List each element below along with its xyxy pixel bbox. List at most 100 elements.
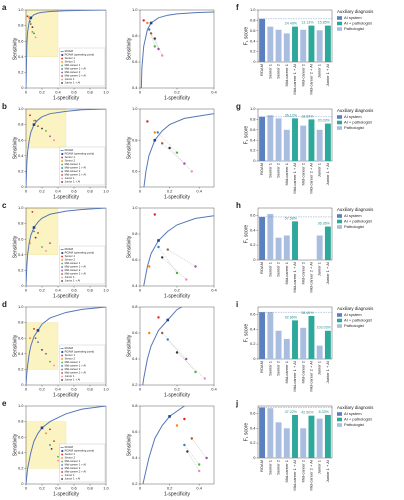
y-tick-label: 0.6 — [132, 429, 138, 434]
plot-content — [26, 208, 106, 286]
legend-swatch — [61, 156, 63, 159]
legend-swatch — [61, 361, 63, 364]
y-tick-label: 0.6 — [250, 410, 256, 415]
reader-point — [175, 151, 179, 154]
x-tick-label: 0 — [25, 90, 28, 95]
legend-label: Mid-career 2 + AI — [65, 371, 87, 375]
y-tick-label: 0.8 — [18, 419, 24, 424]
x-tick-label: 0 — [139, 288, 142, 293]
reader-point — [146, 120, 149, 123]
y-axis-label: F₁ score — [243, 27, 249, 46]
reader-point — [37, 232, 39, 234]
roc-curve — [142, 406, 186, 484]
reader-point — [168, 146, 171, 150]
x-tick-label: Junior 1 + AI — [325, 262, 330, 284]
legend-label: Junior 1 + AI — [65, 477, 81, 481]
panel-letter: a — [2, 3, 7, 12]
bar — [308, 25, 315, 63]
operating-point — [149, 21, 153, 25]
legend-swatch — [337, 324, 342, 328]
y-tick-label: 1.0 — [132, 106, 138, 111]
x-tick-label: 0.2 — [174, 288, 180, 293]
legend-swatch — [61, 57, 63, 60]
x-tick-label: Junior 1 — [317, 261, 322, 276]
y-tick-label: 0.6 — [18, 137, 24, 142]
reader-point — [45, 432, 47, 435]
reader-point — [157, 47, 160, 51]
y-tick-label: 1.0 — [250, 7, 256, 12]
bar — [300, 125, 307, 161]
y-axis-label: F₁ score — [243, 324, 249, 343]
legend-title: Auxiliary diagnosis — [337, 9, 374, 14]
legend-swatch — [61, 273, 63, 275]
x-tick-label: ROAM — [259, 361, 264, 373]
x-axis-label: 1-specificity — [164, 491, 191, 497]
reader-point — [198, 469, 201, 473]
reader-point — [29, 242, 31, 245]
reader-point — [31, 26, 34, 29]
y-tick-label: 0.8 — [18, 122, 24, 127]
y-tick-label: 0.2 — [250, 49, 256, 54]
legend-label: AI system — [344, 15, 362, 20]
x-tick-label: Mid-career 1 + AI — [292, 460, 297, 491]
y-tick-label: 0.4 — [18, 450, 24, 455]
panel-letter: g — [236, 102, 241, 111]
x-tick-label: 1.0 — [103, 288, 109, 293]
legend-label: AI + pathologist — [344, 21, 373, 26]
x-tick-label: ROAM — [259, 262, 264, 274]
legend-label: Senior 1 — [65, 254, 76, 258]
roc-curve — [26, 208, 106, 286]
x-axis-label: 1-specificity — [164, 194, 191, 200]
bar — [324, 330, 331, 359]
bar — [316, 235, 323, 260]
x-tick-label: Senior 2 — [276, 162, 281, 178]
legend-label: Senior 1 — [65, 452, 76, 456]
y-tick-label: 0.2 — [250, 440, 256, 445]
reader-point — [53, 139, 55, 142]
legend-label: ROAM (operating point) — [65, 449, 95, 453]
x-tick-label: Mid-career 1 — [284, 459, 289, 482]
reader-point — [49, 360, 51, 363]
roc-curve — [140, 11, 214, 88]
reader-point — [156, 131, 159, 134]
legend-label: Mid-career 2 — [65, 70, 81, 74]
reader-point — [37, 341, 39, 343]
reader-point — [29, 23, 32, 25]
x-tick-label: Mid-career 1 + AI — [292, 262, 297, 293]
legend-label: AI system — [344, 114, 362, 119]
y-tick-label: 0.8 — [132, 403, 138, 408]
improvement-link — [162, 257, 187, 280]
reader-point — [203, 377, 206, 380]
legend-swatch — [61, 351, 64, 353]
legend-label: Mid-career 1 + AI — [65, 166, 87, 170]
y-tick-label: 1.0 — [18, 403, 24, 408]
reader-point — [26, 15, 29, 18]
bar — [308, 119, 315, 161]
panel-letter: j — [235, 399, 238, 408]
reader-point — [161, 142, 164, 145]
reader-point — [49, 242, 51, 245]
legend-label: ROAM — [65, 148, 74, 152]
roc-curve — [26, 109, 106, 187]
legend-swatch — [61, 379, 63, 381]
x-tick-label: 0.4 — [211, 288, 217, 293]
legend-swatch — [61, 71, 63, 74]
x-tick-label: 0.2 — [167, 189, 173, 194]
x-tick-label: 0 — [25, 288, 28, 293]
bar — [283, 338, 290, 359]
y-tick-label: 0.2 — [132, 382, 138, 387]
reader-point — [157, 245, 160, 249]
reader-point — [183, 162, 186, 165]
reader-point — [29, 114, 31, 117]
y-axis-label: Sensitivity — [126, 334, 132, 357]
reader-point — [161, 331, 164, 335]
bar — [275, 422, 282, 458]
legend-swatch — [61, 160, 63, 162]
y-tick-label: 0.2 — [250, 148, 256, 153]
legend-swatch — [337, 27, 342, 31]
legend-swatch — [337, 120, 342, 125]
annotation: 15.85% — [318, 21, 331, 25]
y-tick-label: 0.2 — [18, 465, 24, 470]
plot-frame — [139, 207, 215, 287]
legend-swatch — [61, 368, 63, 371]
